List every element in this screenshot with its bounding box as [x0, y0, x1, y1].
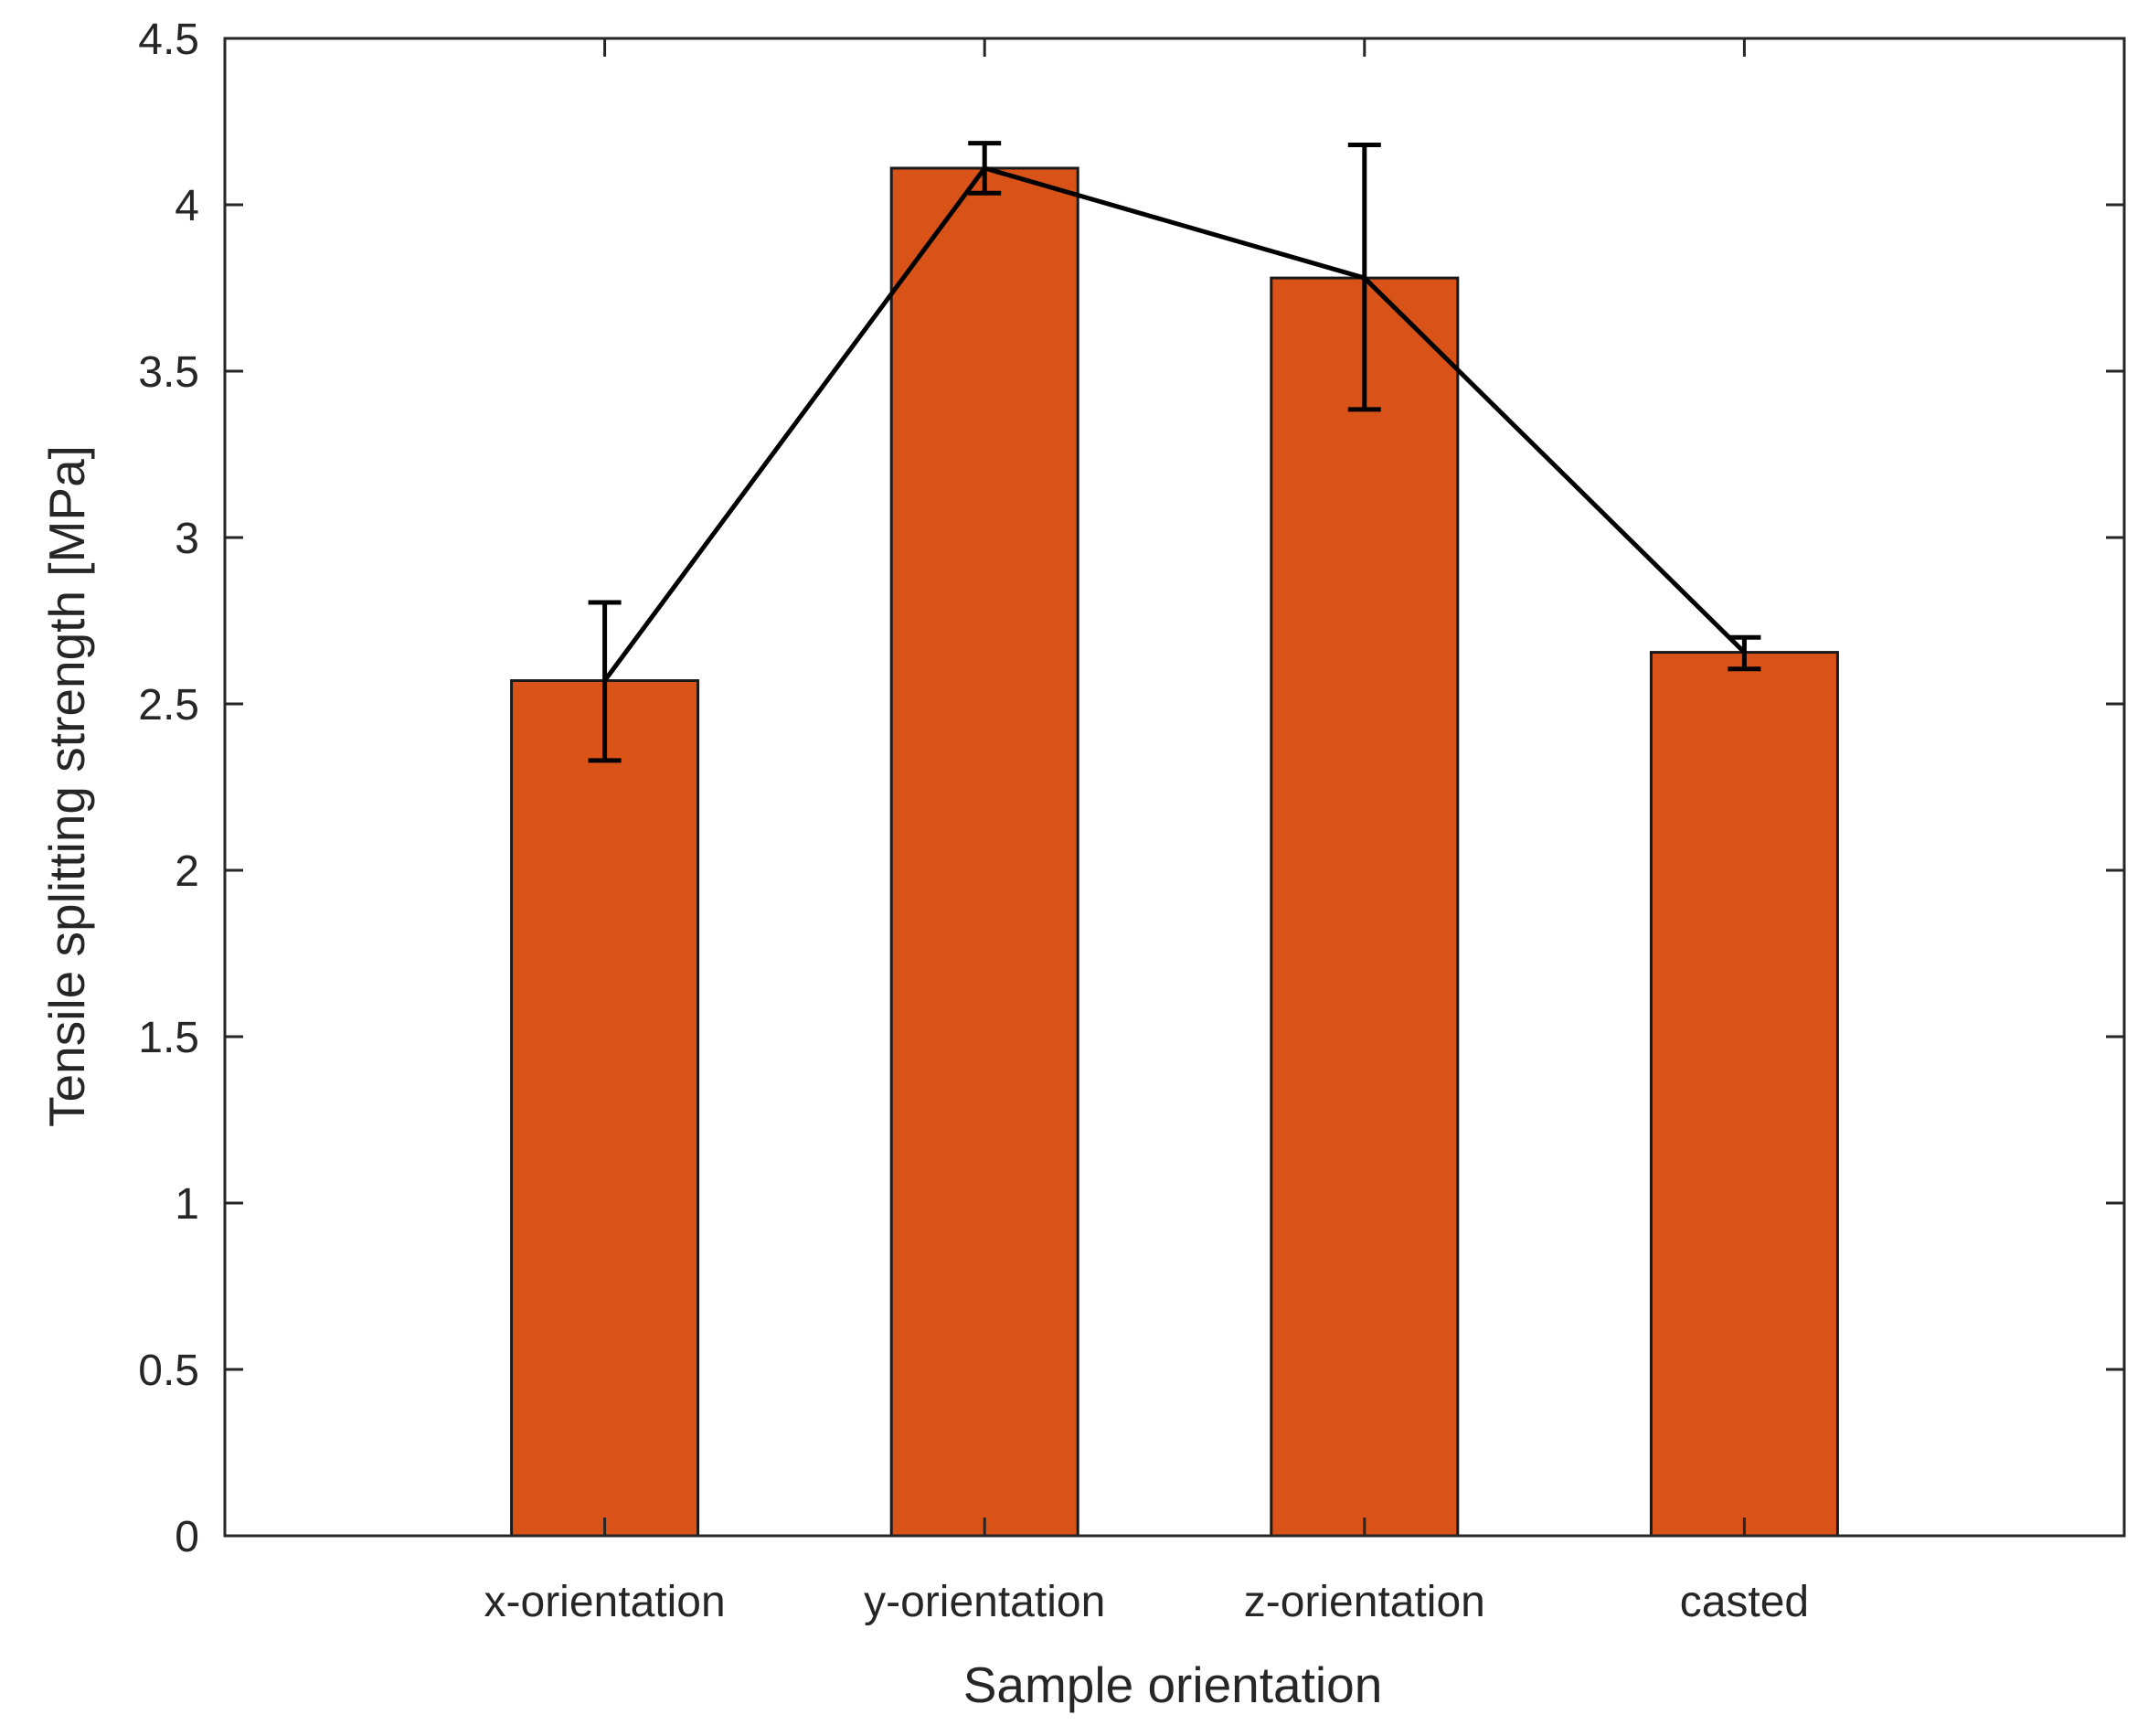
bar-casted [1649, 651, 1839, 1538]
y-tick-label: 1.5 [138, 1014, 199, 1062]
bar-x-orientation [510, 679, 700, 1538]
y-axis-title: Tensile splitting strength [MPa] [38, 445, 95, 1127]
y-tick-label: 0 [175, 1513, 199, 1561]
y-tick-label: 3 [175, 515, 199, 563]
x-tick-label: y-orientation [864, 1578, 1105, 1626]
y-tick-label: 0.5 [138, 1347, 199, 1395]
y-tick-label: 2.5 [138, 681, 199, 730]
x-tick-label: casted [1680, 1578, 1809, 1626]
trend-line-group [602, 165, 1747, 683]
trend-line [602, 165, 1747, 683]
y-tick-label: 2 [175, 847, 199, 896]
bars-group [510, 166, 1839, 1538]
x-axis-title: Sample orientation [963, 1656, 1383, 1713]
bar-y-orientation [889, 166, 1079, 1538]
axes-group [223, 37, 2126, 1538]
plot-frame [223, 37, 2126, 1538]
y-tick-label: 4 [175, 182, 199, 230]
error-bar-casted [1728, 634, 1761, 672]
y-tick-label: 3.5 [138, 348, 199, 397]
bar-z-orientation [1270, 276, 1460, 1538]
x-tick-label: z-orientation [1244, 1578, 1485, 1626]
x-tick-label: x-orientation [484, 1578, 726, 1626]
error-bar-x-orientation [588, 600, 622, 763]
y-tick-label: 1 [175, 1180, 199, 1229]
ticks-group: 0 0.5 1 1.5 2 2.5 3 3.5 4 4.5 x-orientation y-orien… [138, 16, 2124, 1626]
y-tick-label: 4.5 [138, 16, 199, 64]
